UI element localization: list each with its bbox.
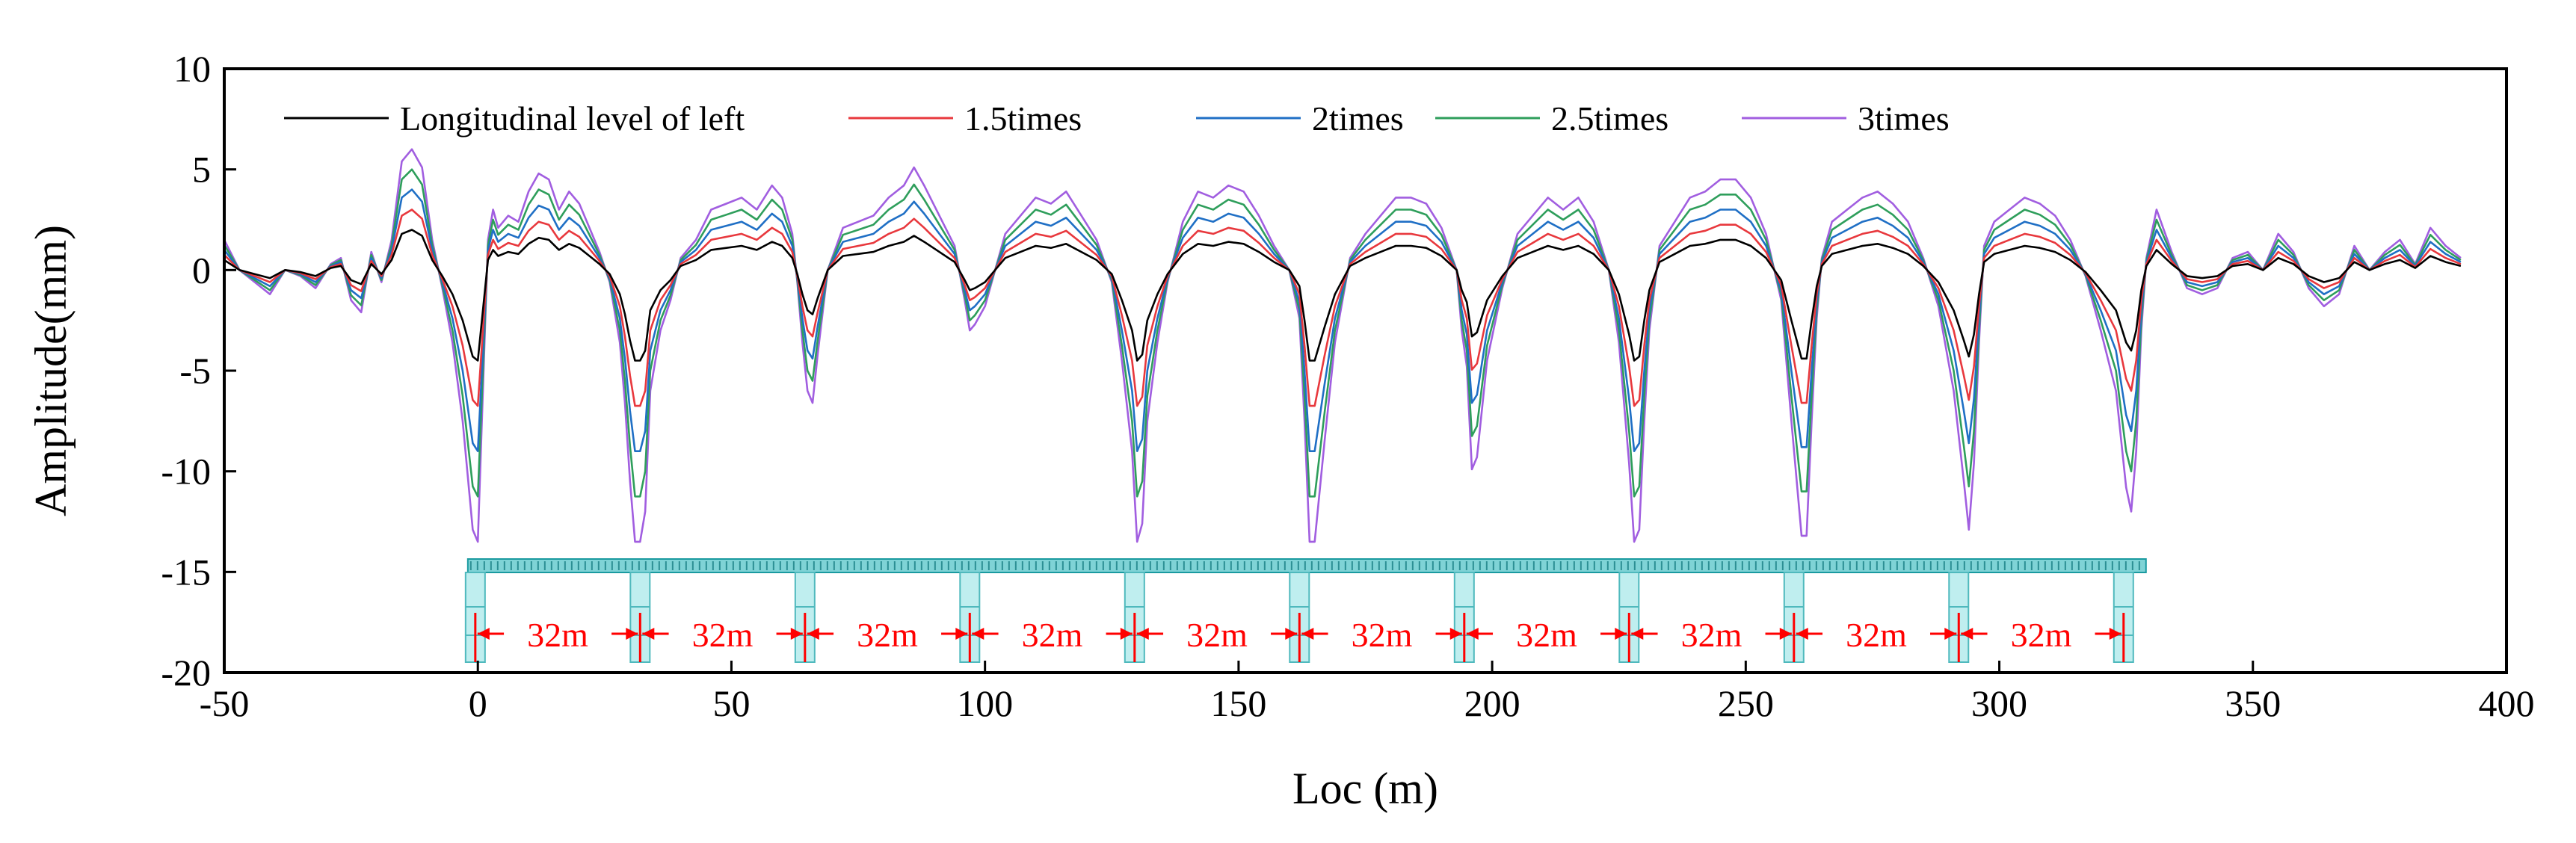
legend-label-5: 3times — [1858, 99, 1950, 138]
y-tick-label: -20 — [161, 652, 211, 694]
span-arrow-head — [642, 628, 655, 640]
x-tick-label: 0 — [469, 682, 487, 724]
plot-frame — [223, 67, 2508, 674]
series-line-2 — [224, 209, 2462, 407]
series-line-1 — [224, 229, 2462, 362]
span-arrow-head — [972, 628, 985, 640]
x-tick-label: 400 — [2479, 682, 2535, 724]
span-length-label: 32m — [692, 616, 754, 654]
series-line-3 — [223, 188, 2462, 453]
span-arrow-head — [1301, 628, 1314, 640]
legend-label-1: Longitudinal level of left — [400, 99, 745, 138]
x-axis-title: Loc (m) — [1292, 764, 1438, 813]
span-arrow-head — [626, 628, 638, 640]
span-length-label: 32m — [1681, 616, 1743, 654]
y-tick-label: 0 — [192, 249, 211, 291]
span-length-label: 32m — [1186, 616, 1248, 654]
bridge-diagram: 32m 32m 32m 32m 32m 32m 32m 32m 32m 32m — [464, 558, 2147, 663]
span-arrow-head — [807, 628, 819, 640]
legend-label-2: 1.5times — [964, 99, 1082, 138]
span-arrow-head — [1136, 628, 1149, 640]
span-length-label: 32m — [1516, 616, 1577, 654]
span-length-label: 32m — [2011, 616, 2072, 654]
span-arrow-head — [1944, 628, 1957, 640]
span-length-label: 32m — [1022, 616, 1083, 654]
y-tick-label: -15 — [161, 551, 211, 593]
y-tick-label: 5 — [192, 149, 211, 191]
span-arrow-head — [955, 628, 968, 640]
span-arrow-head — [1796, 628, 1808, 640]
axes: -50 0 50 100 150 200 250 300 350 400-20-15-10-505… — [161, 48, 2534, 724]
span-arrow-head — [1120, 628, 1133, 640]
span-arrow-head — [1779, 628, 1792, 640]
x-tick-label: 250 — [1718, 682, 1774, 724]
series-line-5 — [223, 148, 2462, 543]
span-arrow-head — [1449, 628, 1462, 640]
y-tick-label: -5 — [179, 350, 211, 392]
span-arrow-head — [790, 628, 803, 640]
x-tick-label: 350 — [2225, 682, 2281, 724]
y-tick-label: 10 — [173, 48, 211, 90]
x-tick-label: 300 — [1971, 682, 2027, 724]
span-arrow-head — [477, 628, 490, 640]
x-tick-label: 150 — [1210, 682, 1266, 724]
legend-label-3: 2times — [1312, 99, 1404, 138]
x-tick-label: 200 — [1464, 682, 1520, 724]
x-tick-label: 50 — [712, 682, 750, 724]
span-arrow-head — [1615, 628, 1627, 640]
x-tick-label: -50 — [200, 682, 250, 724]
bridge-deck-hatching — [469, 561, 2140, 570]
series-line-4 — [223, 168, 2462, 498]
span-arrow-head — [1466, 628, 1479, 640]
y-tick-label: -10 — [161, 451, 211, 492]
y-axis-title: Amplitude(mm) — [26, 225, 76, 516]
series-lines — [223, 148, 2462, 543]
span-arrow-head — [1631, 628, 1644, 640]
legend: Longitudinal level of left 1.5times 2times… — [284, 99, 1950, 138]
span-arrow-head — [1961, 628, 1973, 640]
span-arrow-head — [2109, 628, 2121, 640]
legend-label-4: 2.5times — [1551, 99, 1668, 138]
x-tick-label: 100 — [957, 682, 1013, 724]
span-length-label: 32m — [1352, 616, 1413, 654]
span-length-label: 32m — [527, 616, 588, 654]
span-length-label: 32m — [857, 616, 918, 654]
span-arrow-head — [1285, 628, 1298, 640]
span-length-label: 32m — [1846, 616, 1907, 654]
